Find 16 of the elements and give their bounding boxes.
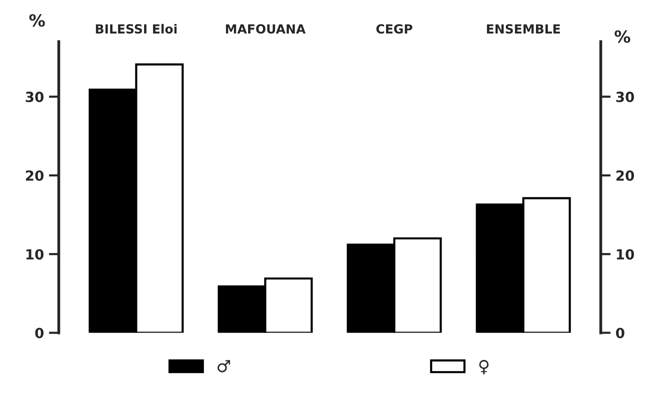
legend-label: ♂ — [218, 360, 230, 372]
y-tick-label: 10 — [26, 249, 44, 260]
y-tick-label: 30 — [26, 92, 44, 102]
x-tick-label: BILESSI Eloi — [96, 24, 177, 34]
y2-tick-label: 20 — [616, 170, 634, 181]
y2-axis-title: % — [614, 30, 630, 43]
y-tick-label: 0 — [35, 328, 44, 338]
x-tick-label: MAFOUANA — [226, 24, 306, 34]
legend-label: ♀ — [479, 360, 489, 374]
y-tick-label: 20 — [26, 170, 44, 181]
y-axis-title: % — [29, 14, 45, 27]
y2-tick-label: 0 — [616, 328, 624, 338]
y2-tick-label: 10 — [616, 249, 634, 260]
y2-tick-label: 30 — [616, 92, 634, 102]
x-tick-label: CEGP — [376, 24, 412, 34]
x-tick-label: ENSEMBLE — [486, 24, 560, 34]
